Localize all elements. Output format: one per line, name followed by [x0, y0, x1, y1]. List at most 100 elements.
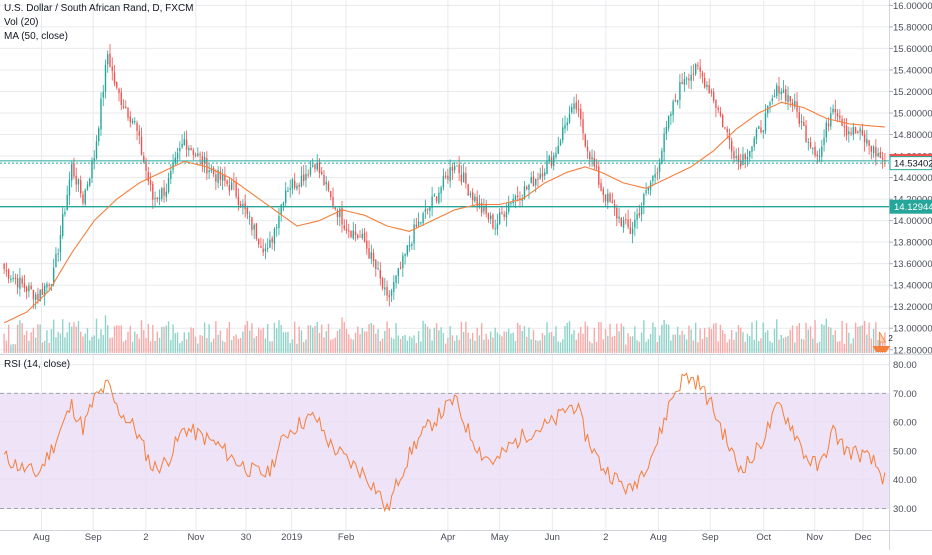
volume-bar [5, 340, 8, 353]
volume-bar [91, 336, 93, 353]
volume-bar [872, 328, 875, 353]
volume-bar [50, 329, 53, 353]
volume-bar [343, 322, 345, 353]
volume-bar [607, 335, 609, 353]
volume-bar [431, 340, 433, 353]
rsi-legend-label[interactable]: RSI (14, close) [4, 359, 71, 370]
candle-body [91, 160, 93, 179]
candle-body [710, 91, 713, 93]
candle-body [314, 164, 316, 169]
volume-bar [23, 334, 26, 353]
volume-bar [426, 326, 429, 353]
horizontal-lines[interactable] [0, 160, 889, 208]
volume-bar [654, 327, 656, 353]
volume-bar [573, 329, 575, 353]
candle-body [440, 187, 442, 194]
candle-body [814, 146, 816, 156]
candle-body [152, 183, 154, 200]
volume-bar [474, 340, 476, 353]
candle-body [620, 217, 623, 227]
candle-body [690, 74, 692, 81]
candle-body [798, 112, 800, 124]
price-tick-label: 15.40000 [893, 65, 932, 76]
volume-bar [521, 330, 523, 353]
candle-body [591, 157, 593, 160]
volume-bar [609, 323, 611, 353]
ma-legend[interactable]: MA (50, close) [4, 31, 68, 42]
candle-body [120, 92, 122, 106]
price-tick-label: 16.00000 [893, 1, 932, 12]
volume-bar [742, 332, 744, 353]
candle-body [476, 196, 478, 207]
candle-body [321, 171, 323, 174]
volume-bar [262, 327, 264, 353]
volume-bar [670, 340, 672, 353]
rsi-tick-label: 70.00 [893, 389, 917, 400]
time-tick-label: Sep [702, 532, 719, 543]
candle-body [278, 215, 280, 229]
candle-body [298, 185, 300, 187]
candle-body [294, 180, 296, 188]
candle-body [98, 128, 100, 142]
volume-bar [841, 320, 843, 353]
volume-bar [737, 325, 740, 353]
candle-body [84, 189, 86, 205]
candle-body [59, 234, 62, 253]
volume-bar [715, 322, 717, 353]
volume-bar [100, 329, 102, 353]
candle-body [863, 134, 866, 143]
candle-body [19, 277, 21, 289]
candle-body [404, 254, 406, 257]
candle-body [733, 151, 735, 159]
candle-body [875, 146, 877, 157]
candle-body [424, 209, 427, 212]
volume-bar [278, 320, 280, 353]
volume-bar [334, 337, 336, 353]
candle-body [485, 204, 487, 214]
candle-body [557, 145, 559, 154]
volume-bar [694, 322, 697, 353]
volume-bar [167, 321, 170, 353]
volume-bar [384, 330, 386, 353]
volume-bar [34, 337, 37, 353]
volume-bar [194, 336, 197, 353]
candle-body [170, 170, 172, 179]
candle-body [535, 179, 537, 186]
candle-body [154, 198, 156, 200]
candle-body [449, 167, 451, 182]
candle-body [487, 213, 490, 220]
candle-body [742, 154, 744, 166]
candle-body [562, 127, 564, 141]
candle-body [755, 129, 758, 140]
time-tick-label: Dec [855, 532, 872, 543]
candle-body [309, 167, 312, 175]
candle-body [107, 54, 109, 65]
volume-bar [282, 332, 285, 353]
volume-bar [530, 339, 532, 353]
volume-bar [854, 322, 857, 353]
volume-bar [636, 340, 638, 353]
volume-bar [444, 343, 447, 353]
candle-body [573, 103, 575, 109]
volume-bar [221, 340, 224, 353]
volume-bar [420, 341, 422, 353]
volume-bar [566, 322, 568, 353]
volume-bar [800, 338, 803, 353]
candle-body [161, 188, 163, 199]
volume-bar [823, 325, 825, 353]
volume-bar [519, 325, 521, 353]
candle-body [52, 267, 55, 284]
volume-bar [507, 328, 510, 353]
volume-legend[interactable]: Vol (20) [4, 17, 39, 28]
volume-bar [71, 326, 73, 353]
candle-body [16, 278, 19, 288]
volume-bar [102, 335, 104, 353]
volume-bar [681, 330, 683, 353]
volume-bar [571, 334, 573, 353]
volume-bar [735, 331, 737, 353]
symbol-title[interactable]: U.S. Dollar / South African Rand, D, FXC… [4, 3, 194, 14]
volume-bar [591, 343, 593, 353]
candle-body [147, 171, 149, 182]
